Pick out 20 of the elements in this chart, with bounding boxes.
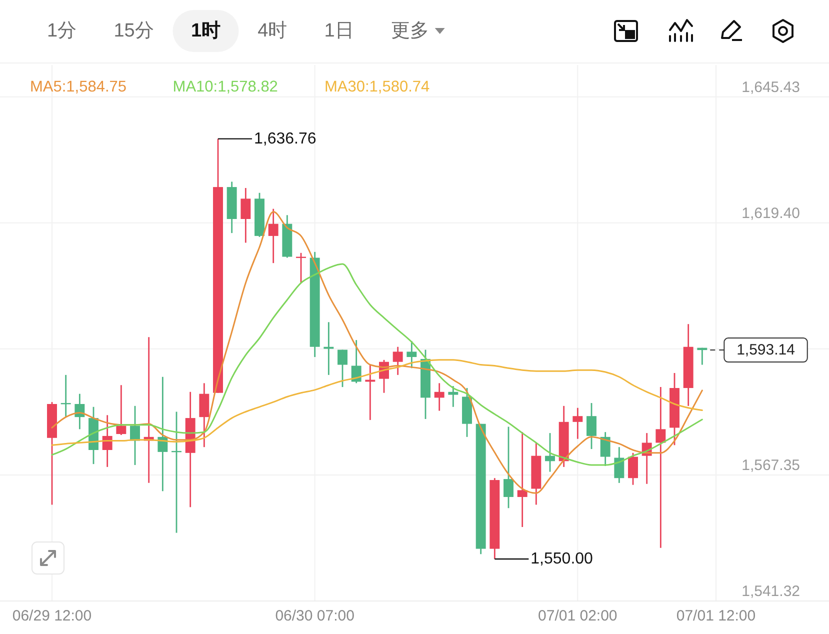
x-tick-label: 06/30 07:00 <box>275 608 354 624</box>
text: 4时 <box>258 20 288 42</box>
annotation: 1,550.00 <box>530 550 594 568</box>
x-tick-label: 07/01 12:00 <box>676 608 756 624</box>
y-tick-label: 1,567.35 <box>742 456 800 474</box>
text: MA30:1,580.74 <box>324 78 430 96</box>
text: 15分 <box>114 20 154 42</box>
text: MA5:1,584.75 <box>30 78 127 96</box>
text: 1时 <box>190 20 221 42</box>
x-tick-label: 07/01 02:00 <box>538 608 618 624</box>
y-tick-label: 1,541.32 <box>742 583 800 600</box>
y-tick-label: 1,645.43 <box>742 78 800 96</box>
y-tick-label: 1,619.40 <box>742 204 800 222</box>
annotation: 1,636.76 <box>254 130 316 148</box>
ref-line-label: 1,593.14 <box>736 342 795 359</box>
x-tick-label: 06/29 12:00 <box>12 608 92 624</box>
text: 1日 <box>324 20 354 42</box>
text: MA10:1,578.82 <box>172 78 278 96</box>
text: 更多 <box>390 20 429 42</box>
text: 1分 <box>47 20 77 42</box>
